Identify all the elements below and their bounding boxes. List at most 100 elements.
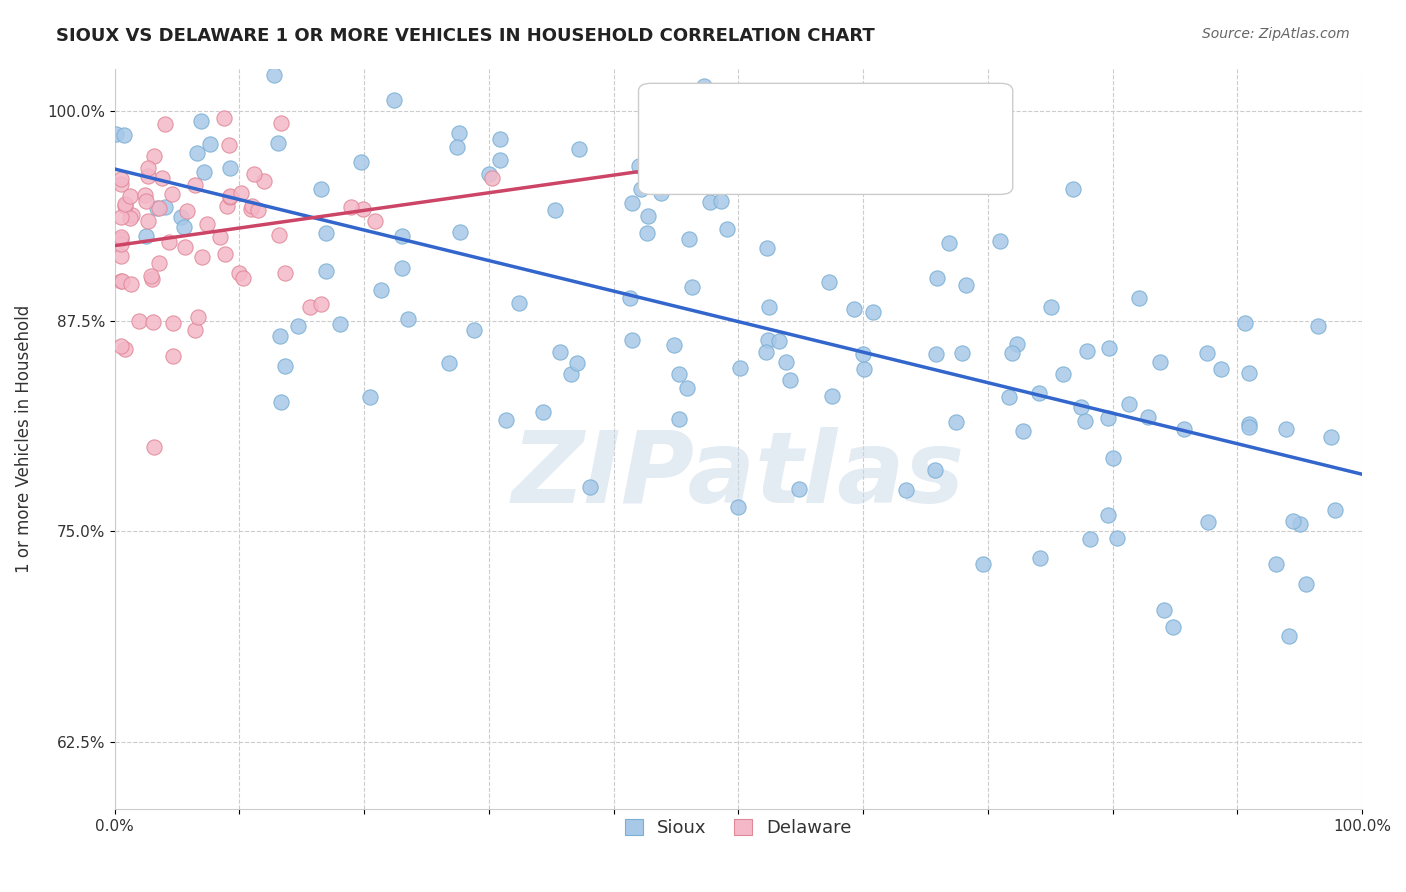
Point [128,314,150,328]
Point [153,117,176,131]
Point [391,229,413,244]
Point [637,209,659,223]
Point [862,305,884,319]
Point [1012,424,1035,438]
Point [110,211,132,225]
Point [508,295,530,310]
Point [143,149,166,163]
Point [945,415,967,429]
Point [1211,361,1233,376]
Point [187,310,209,325]
Point [252,174,274,188]
Point [627,159,650,173]
Point [218,189,240,203]
Point [217,199,239,213]
Point [1282,514,1305,528]
Point [768,334,790,349]
Point [1288,517,1310,532]
Point [269,228,291,243]
Point [136,214,159,228]
Point [818,275,841,289]
Point [681,174,703,188]
Point [190,114,212,128]
Point [136,169,159,183]
Point [636,226,658,240]
Point [1308,318,1330,333]
Point [1278,629,1301,643]
Point [449,225,471,239]
Point [329,318,352,332]
Point [287,318,309,333]
Point [662,338,685,352]
Point [925,271,948,285]
Point [315,264,337,278]
Point [1323,503,1346,517]
Point [121,208,143,222]
Point [852,346,875,360]
Point [1320,430,1343,444]
Point [247,203,270,218]
Point [142,315,165,329]
Point [150,170,173,185]
Point [544,203,567,218]
Point [697,114,720,128]
Point [162,349,184,363]
Point [1070,400,1092,414]
Text: ZIPatlas: ZIPatlas [512,427,965,524]
Point [160,186,183,201]
Point [135,194,157,208]
Point [447,126,470,140]
Point [710,194,733,208]
Point [110,177,132,191]
Point [1237,417,1260,431]
Point [270,116,292,130]
Point [111,274,134,288]
Point [775,354,797,368]
Point [315,226,337,240]
Point [145,202,167,216]
Point [478,167,501,181]
Point [363,214,385,228]
Point [218,161,240,176]
Point [924,463,946,477]
Point [270,395,292,409]
Text: Source: ZipAtlas.com: Source: ZipAtlas.com [1202,27,1350,41]
Point [950,345,973,359]
Point [755,345,778,359]
Point [1039,301,1062,315]
Point [925,347,948,361]
Point [396,312,419,326]
Point [1074,414,1097,428]
Point [1295,576,1317,591]
Point [228,266,250,280]
Point [568,142,591,156]
Point [1001,345,1024,359]
Point [755,241,778,255]
Point [1195,346,1218,360]
Point [114,197,136,211]
Point [142,440,165,454]
Point [650,186,672,201]
Point [1234,316,1257,330]
Point [350,155,373,169]
Point [565,356,588,370]
Point [191,251,214,265]
Point [120,277,142,291]
Point [176,204,198,219]
Point [218,137,240,152]
Point [274,359,297,373]
Point [1029,551,1052,566]
Point [1005,337,1028,351]
Point [240,199,263,213]
Point [619,291,641,305]
Point [186,146,208,161]
Point [676,381,699,395]
Point [105,127,128,141]
Point [560,368,582,382]
Point [114,198,136,212]
Point [110,338,132,352]
FancyBboxPatch shape [638,83,1012,194]
Point [1098,341,1121,355]
Point [110,230,132,244]
Point [148,202,170,216]
